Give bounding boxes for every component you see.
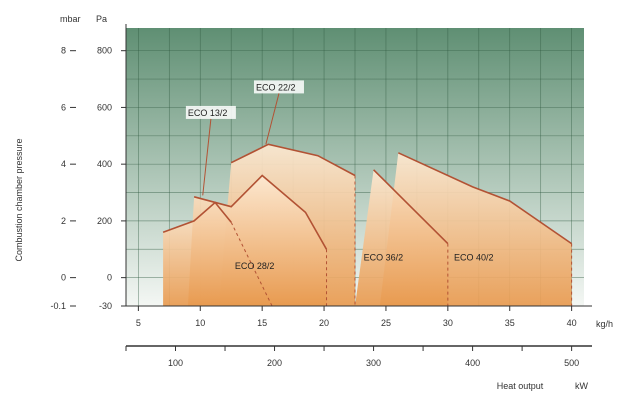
y-tick-label-pa: 200 — [97, 216, 112, 226]
kw-tick-label: 200 — [267, 358, 282, 368]
y-unit-mbar: mbar — [60, 14, 81, 24]
y-tick-label-pa: 600 — [97, 102, 112, 112]
x-tick-label: 20 — [319, 318, 329, 328]
operating-curve-2 — [193, 174, 328, 250]
y-tick-label-pa: 0 — [107, 273, 112, 283]
x-axis-label-bottom: Heat output — [497, 381, 544, 391]
series-label: ECO 28/2 — [235, 261, 275, 271]
x-tick-label: 15 — [257, 318, 267, 328]
y-tick-label-mbar: 4 — [61, 159, 66, 169]
x-tick-label: 30 — [443, 318, 453, 328]
x-tick-label: 10 — [195, 318, 205, 328]
y-tick-label-mbar: 0 — [61, 273, 66, 283]
operating-curve-4 — [397, 152, 573, 245]
operating-area-2 — [187, 175, 327, 306]
x-unit-top: kg/h — [596, 319, 613, 329]
kw-tick-label: 500 — [564, 358, 579, 368]
y-unit-pa: Pa — [96, 14, 107, 24]
x-tick-label: 5 — [136, 318, 141, 328]
series-label: ECO 40/2 — [454, 253, 494, 263]
y-tick-label-pa: -30 — [99, 301, 112, 311]
operating-curves — [162, 143, 573, 306]
y-tick-label-pa: 800 — [97, 46, 112, 56]
series-label: ECO 36/2 — [364, 253, 404, 263]
kw-tick-label: 400 — [465, 358, 480, 368]
y-tick-label-mbar: 8 — [61, 46, 66, 56]
y-tick-label-mbar: -0.1 — [50, 301, 66, 311]
series-label: ECO 13/2 — [188, 108, 228, 118]
series-label: ECO 22/2 — [256, 82, 296, 92]
operating-curve-3 — [373, 169, 449, 245]
x-unit-bottom: kW — [575, 381, 589, 391]
operating-curve-1 — [230, 143, 356, 177]
operating-area-4 — [379, 152, 572, 306]
kw-tick-label: 100 — [168, 358, 183, 368]
x-tick-label: 35 — [505, 318, 515, 328]
kw-tick-label: 300 — [366, 358, 381, 368]
series-label-box — [185, 105, 236, 119]
series-labels: ECO 13/2 ECO 22/2 ECO 28/2 ECO 36/2 ECO 40/2 — [185, 80, 494, 271]
y-tick-label-mbar: 6 — [61, 102, 66, 112]
y-axis-label: Combustion chamber pressure — [14, 138, 24, 261]
axes: -30 -0.1 0 0 200 2 400 4 600 6 800 8 5 10 15 20 25 30 35 40… — [50, 24, 592, 368]
y-tick-label-mbar: 2 — [61, 216, 66, 226]
series-label-leader — [202, 118, 212, 196]
x-tick-label: 25 — [381, 318, 391, 328]
x-tick-label: 40 — [567, 318, 577, 328]
operating-curve-0 — [162, 201, 232, 233]
y-tick-label-pa: 400 — [97, 159, 112, 169]
series-label-leader — [265, 93, 280, 145]
series-label-box — [253, 80, 304, 94]
